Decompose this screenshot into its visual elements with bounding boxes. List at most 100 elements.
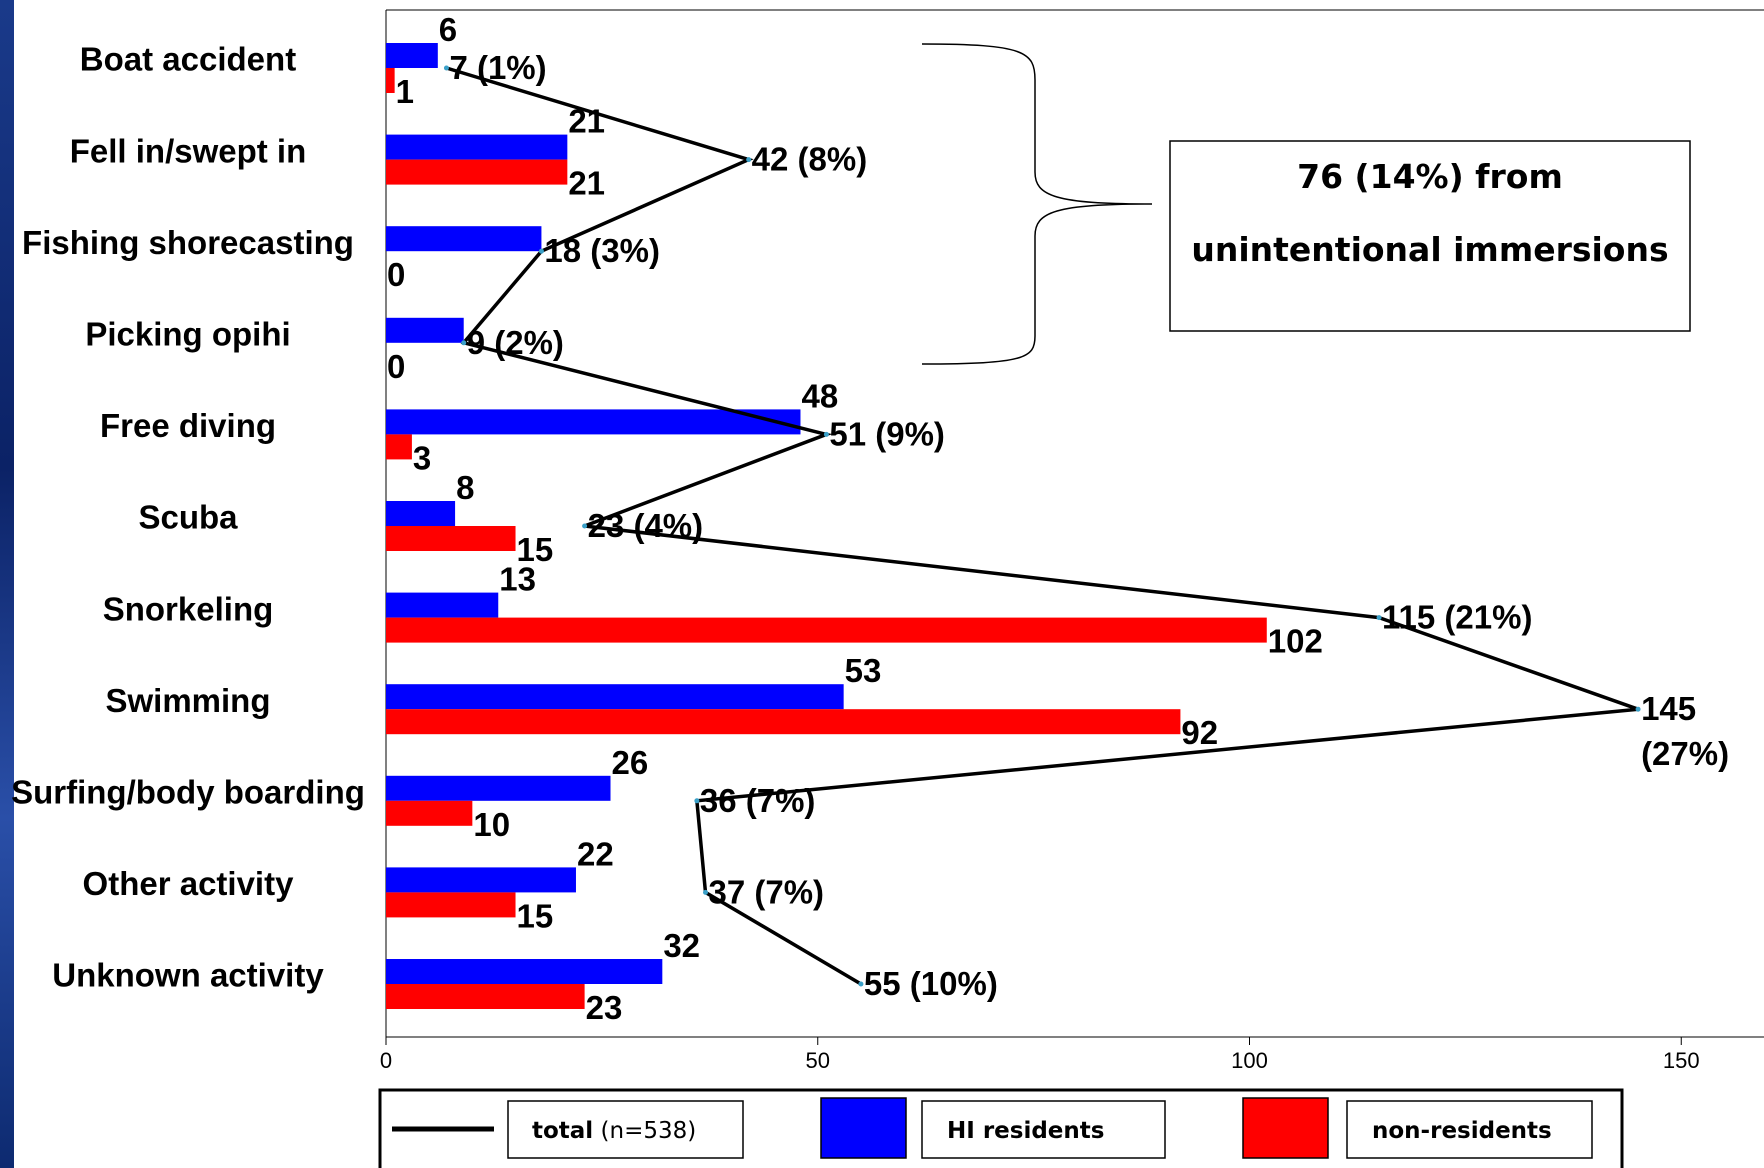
bar-non-residents-scuba — [386, 526, 516, 551]
total-label-swimming-line-2: (27%) — [1641, 735, 1729, 772]
bar-non-residents-snorkeling — [386, 617, 1267, 643]
category-label-boat-accident: Boat accident — [80, 41, 296, 78]
total-label-free-diving: 51 (9%) — [829, 415, 945, 452]
bar-hi-residents-other-activity — [386, 867, 576, 893]
category-label-swimming: Swimming — [105, 682, 270, 719]
bar-hi-residents-surfing-body-boarding — [386, 775, 611, 801]
total-label-fishing-shorecasting: 18 (3%) — [544, 232, 660, 269]
legend-hi-residents-box — [921, 1100, 1166, 1159]
category-label-free-diving: Free diving — [100, 407, 276, 444]
total-label-other-activity: 37 (7%) — [708, 873, 824, 910]
legend-total-box — [507, 1100, 744, 1159]
category-label-fishing-shorecasting: Fishing shorecasting — [22, 224, 354, 261]
total-label-picking-opihi: 9 (2%) — [467, 324, 564, 361]
legend-total-count: (n=538) — [601, 1118, 697, 1144]
bar-non-residents-other-activity — [386, 892, 516, 918]
legend-total-label: total — [532, 1118, 593, 1144]
bar-non-residents-boat-accident — [386, 68, 395, 93]
category-label-fell-in-swept-in: Fell in/swept in — [70, 132, 307, 169]
value-label-hi-residents-unknown-activity: 32 — [663, 927, 700, 964]
total-line-layer — [443, 65, 1641, 987]
value-label-hi-residents-snorkeling: 13 — [499, 561, 536, 598]
value-label-non-residents-other-activity: 15 — [517, 897, 554, 934]
category-label-snorkeling: Snorkeling — [103, 590, 274, 627]
category-label-scuba: Scuba — [138, 499, 238, 536]
value-label-non-residents-fishing-shorecasting: 0 — [387, 256, 405, 293]
x-tick-label-50: 50 — [806, 1048, 830, 1073]
bar-hi-residents-boat-accident — [386, 43, 438, 68]
callout-line-1: 76 (14%) from — [1297, 157, 1563, 196]
value-label-non-residents-fell-in-swept-in: 21 — [568, 165, 605, 202]
legend-total-text: total (n=538) — [532, 1118, 696, 1144]
x-tick-label-100: 100 — [1231, 1048, 1268, 1073]
value-label-non-residents-free-diving: 3 — [413, 439, 431, 476]
total-label-surfing-body-boarding: 36 (7%) — [700, 782, 816, 819]
x-tick-label-0: 0 — [380, 1048, 392, 1073]
total-point-unknown-activity — [858, 981, 864, 987]
total-point-fell-in-swept-in — [746, 157, 752, 163]
bar-hi-residents-fishing-shorecasting — [386, 226, 542, 252]
value-label-non-residents-swimming: 92 — [1181, 714, 1218, 751]
bar-hi-residents-snorkeling — [386, 592, 499, 618]
legend-non-residents-box — [1346, 1100, 1593, 1159]
value-label-hi-residents-boat-accident: 6 — [439, 11, 457, 48]
total-point-fishing-shorecasting — [538, 248, 544, 254]
value-label-hi-residents-surfing-body-boarding: 26 — [612, 744, 649, 781]
legend-hi-residents-label: HI residents — [947, 1118, 1104, 1144]
labels-layer: Boat accident 61 7 (1%) Fell in/swept in 21 2… — [11, 11, 1729, 1026]
value-label-non-residents-scuba: 15 — [517, 531, 554, 568]
bars-layer — [386, 43, 1267, 1009]
callout-line-2: unintentional immersions — [1191, 230, 1668, 269]
total-point-snorkeling — [1376, 615, 1382, 621]
x-tick-label-150: 150 — [1663, 1048, 1700, 1073]
legend: total (n=538) HI residents non-residents — [378, 1088, 1624, 1168]
value-label-hi-residents-scuba: 8 — [456, 469, 474, 506]
value-label-hi-residents-swimming: 53 — [845, 652, 882, 689]
category-label-unknown-activity: Unknown activity — [52, 957, 324, 994]
value-label-hi-residents-free-diving: 48 — [801, 377, 838, 414]
legend-hi-residents-swatch — [820, 1097, 907, 1159]
total-label-snorkeling: 115 (21%) — [1382, 599, 1532, 636]
total-point-other-activity — [702, 889, 708, 895]
total-label-boat-accident: 7 (1%) — [449, 49, 546, 86]
value-label-hi-residents-fell-in-swept-in: 21 — [568, 103, 605, 140]
x-axis: 0 50 100 150 — [380, 1036, 1764, 1073]
bar-hi-residents-unknown-activity — [386, 959, 663, 984]
total-point-surfing-body-boarding — [694, 798, 700, 804]
category-label-surfing-body-boarding: Surfing/body boarding — [11, 774, 365, 811]
bar-hi-residents-swimming — [386, 684, 844, 710]
callout-brace — [921, 43, 1153, 365]
bar-non-residents-free-diving — [386, 434, 412, 460]
value-label-hi-residents-other-activity: 22 — [577, 835, 614, 872]
bar-hi-residents-scuba — [386, 501, 456, 526]
callout-box — [1169, 140, 1691, 332]
bar-hi-residents-picking-opihi — [386, 317, 464, 343]
bar-non-residents-surfing-body-boarding — [386, 800, 473, 826]
value-label-non-residents-picking-opihi: 0 — [387, 348, 405, 385]
legend-non-residents-label: non-residents — [1372, 1118, 1552, 1144]
bar-non-residents-swimming — [386, 709, 1181, 735]
callout-annotation: 76 (14%) from unintentional immersions — [921, 43, 1691, 365]
total-point-boat-accident — [443, 65, 449, 71]
total-label-fell-in-swept-in: 42 (8%) — [752, 141, 868, 178]
total-point-picking-opihi — [461, 340, 467, 346]
total-label-swimming: 145 — [1641, 690, 1696, 727]
bar-non-residents-unknown-activity — [386, 984, 585, 1009]
bar-non-residents-fell-in-swept-in — [386, 159, 568, 185]
category-label-picking-opihi: Picking opihi — [85, 316, 290, 353]
bar-hi-residents-fell-in-swept-in — [386, 134, 568, 160]
legend-non-residents-swatch — [1242, 1097, 1329, 1159]
total-point-free-diving — [823, 431, 829, 437]
bar-hi-residents-free-diving — [386, 409, 801, 435]
total-point-scuba — [582, 523, 588, 529]
value-label-non-residents-surfing-body-boarding: 10 — [473, 806, 510, 843]
slide-edge-decoration — [0, 0, 14, 1168]
total-point-swimming — [1635, 706, 1641, 712]
value-label-non-residents-unknown-activity: 23 — [586, 989, 623, 1026]
category-label-other-activity: Other activity — [83, 865, 295, 902]
value-label-non-residents-boat-accident: 1 — [396, 73, 414, 110]
value-label-non-residents-snorkeling: 102 — [1268, 623, 1323, 660]
total-label-unknown-activity: 55 (10%) — [864, 965, 998, 1002]
total-label-scuba: 23 (4%) — [588, 507, 704, 544]
